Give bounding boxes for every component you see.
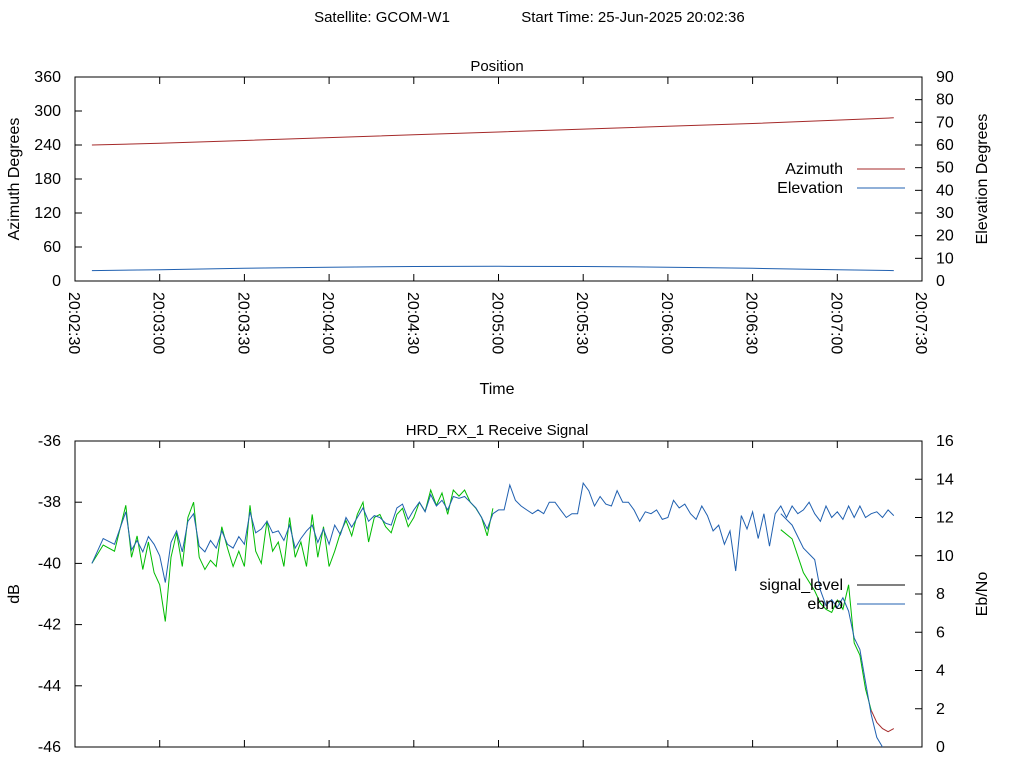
receive-signal-series <box>91 481 895 748</box>
y-tick-label: -38 <box>38 494 61 511</box>
y-tick-label: -44 <box>38 678 61 695</box>
y-tick-label: 300 <box>34 103 61 120</box>
receive-signal-x-axis <box>74 441 923 747</box>
x-tick-label: 20:05:00 <box>489 292 506 354</box>
legend-label: Azimuth <box>785 161 843 178</box>
receive-signal-chart: HRD_RX_1 Receive Signal -46-44-42-40-38-… <box>6 422 991 756</box>
receive-signal-plot-frame <box>74 440 923 748</box>
position-legend: Azimuth Elevation <box>777 161 905 197</box>
position-x-axis: 20:02:30 20:03:00 20:03:30 20:04:00 20:04:30… <box>65 77 929 354</box>
receive-signal-title: HRD_RX_1 Receive Signal <box>406 422 589 439</box>
position-chart: Position 0 60 120 180 240 300 360 0 10 20 30 40 50 6… <box>6 58 991 398</box>
y-tick-label: 180 <box>34 171 61 188</box>
y2-tick-label: 10 <box>936 250 954 267</box>
y-tick-label: 120 <box>34 205 61 222</box>
y2-tick-label: 90 <box>936 69 954 86</box>
receive-signal-y2-axis: 0 2 4 6 8 10 12 14 16 <box>915 433 954 756</box>
x-tick-label: 20:03:30 <box>234 292 251 354</box>
receive-signal-y-axis: -46 -44 -42 -40 -38 -36 <box>38 433 82 756</box>
receive-signal-y-label: dB <box>6 584 23 604</box>
x-tick-label: 20:04:00 <box>319 292 336 354</box>
x-tick-label: 20:06:30 <box>743 292 760 354</box>
x-tick-label: 20:07:00 <box>827 292 844 354</box>
y2-tick-label: 60 <box>936 137 954 154</box>
satellite-label: Satellite: GCOM-W1 <box>314 9 450 26</box>
y2-tick-label: 14 <box>936 471 954 488</box>
y2-tick-label: 10 <box>936 548 954 565</box>
series-line-ebno-tail <box>780 513 883 748</box>
y2-tick-label: 6 <box>936 624 945 641</box>
y-tick-label: -42 <box>38 617 61 634</box>
position-title: Position <box>470 58 523 75</box>
y2-tick-label: 50 <box>936 160 954 177</box>
series-line-signal-level-end <box>870 710 895 733</box>
x-tick-label: 20:06:00 <box>658 292 675 354</box>
y2-tick-label: 30 <box>936 205 954 222</box>
series-line-elevation <box>91 265 894 272</box>
position-plot-frame <box>74 76 923 282</box>
position-y-axis: 0 60 120 180 240 300 360 <box>34 69 82 290</box>
x-tick-label: 20:05:30 <box>573 292 590 354</box>
y2-tick-label: 0 <box>936 739 945 756</box>
legend-label: signal_level <box>759 577 843 594</box>
position-x-label: Time <box>480 381 515 398</box>
position-y2-axis: 0 10 20 30 40 50 60 70 80 90 <box>915 69 954 290</box>
y2-tick-label: 80 <box>936 92 954 109</box>
y-tick-label: 240 <box>34 137 61 154</box>
y-tick-label: -40 <box>38 555 61 572</box>
receive-signal-y2-label: Eb/No <box>974 572 991 617</box>
y2-tick-label: 0 <box>936 273 945 290</box>
position-y2-label: Elevation Degrees <box>974 114 991 245</box>
y2-tick-label: 20 <box>936 228 954 245</box>
y2-tick-label: 70 <box>936 114 954 131</box>
position-series <box>91 117 894 272</box>
legend-label: ebno <box>807 596 843 613</box>
series-line-signal-level-tail <box>780 529 872 711</box>
y-tick-label: -46 <box>38 739 61 756</box>
x-tick-label: 20:02:30 <box>65 292 82 354</box>
y-tick-label: 60 <box>43 239 61 256</box>
x-tick-label: 20:03:00 <box>150 292 167 354</box>
y2-tick-label: 12 <box>936 510 954 527</box>
series-line-signal-level <box>91 488 494 622</box>
y2-tick-label: 4 <box>936 663 945 680</box>
x-tick-label: 20:04:30 <box>404 292 421 354</box>
legend-label: Elevation <box>777 180 843 197</box>
y-tick-label: 360 <box>34 69 61 86</box>
y2-tick-label: 40 <box>936 182 954 199</box>
series-line-ebno <box>91 481 895 583</box>
y2-tick-label: 16 <box>936 433 954 450</box>
position-y-label: Azimuth Degrees <box>6 118 23 241</box>
y-tick-label: 0 <box>52 273 61 290</box>
series-line-azimuth <box>91 117 894 146</box>
x-tick-label: 20:07:30 <box>912 292 929 354</box>
y2-tick-label: 8 <box>936 586 945 603</box>
start-time-label: Start Time: 25-Jun-2025 20:02:36 <box>521 9 744 26</box>
y-tick-label: -36 <box>38 433 61 450</box>
y2-tick-label: 2 <box>936 701 945 718</box>
